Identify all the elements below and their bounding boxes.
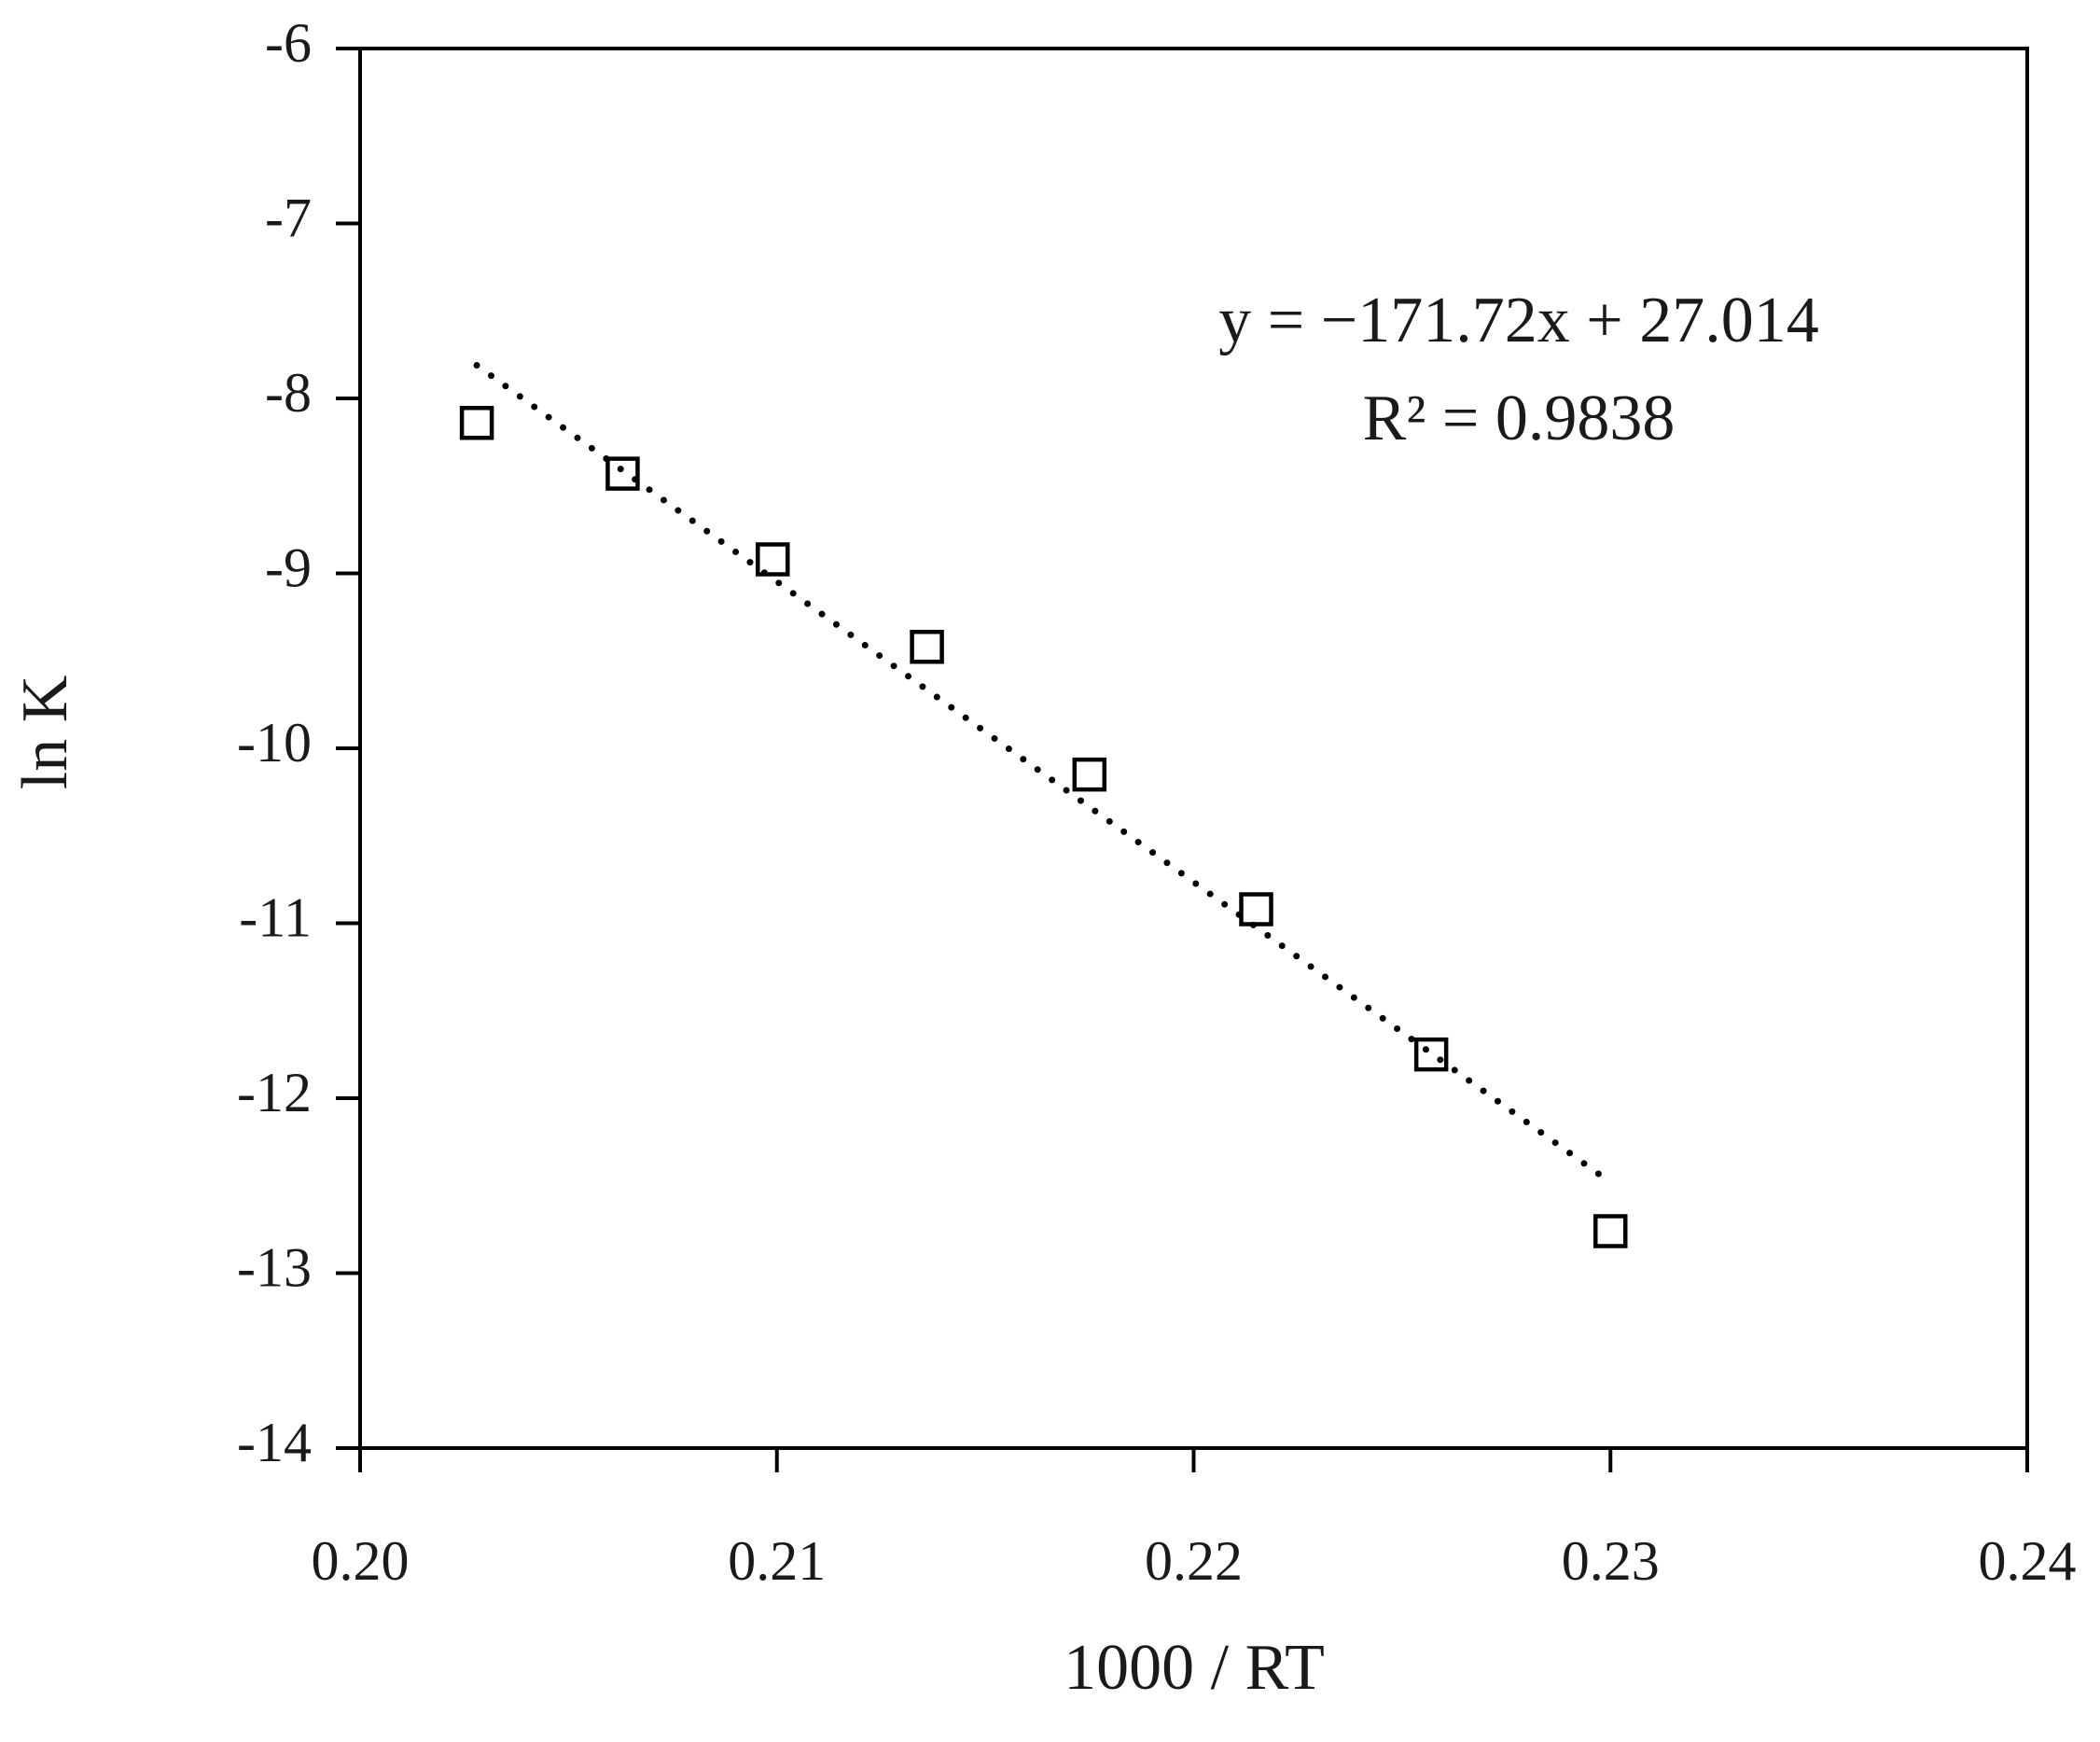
data-point (910, 630, 944, 664)
y-tick-label: -7 (265, 187, 312, 248)
y-tick-label: -6 (265, 12, 312, 74)
data-point (459, 406, 494, 440)
y-tick-label: -11 (239, 886, 312, 948)
trendline (473, 362, 1614, 1186)
x-tick-label: 0.21 (728, 1530, 826, 1592)
data-point (1413, 1037, 1449, 1072)
y-axis-label: ln K (9, 676, 81, 790)
data-point (756, 542, 790, 577)
y-tick-label: -13 (237, 1236, 312, 1298)
data-point (1072, 757, 1107, 792)
y-tick-label: -8 (265, 362, 312, 424)
data-point (1239, 892, 1273, 927)
r-squared: R² = 0.9838 (1363, 383, 1676, 454)
data-point (605, 456, 640, 491)
plot-frame (358, 47, 2029, 1450)
x-tick-label: 0.20 (312, 1530, 410, 1592)
data-point (1593, 1214, 1628, 1248)
y-tick-label: -12 (237, 1062, 312, 1123)
x-tick-label: 0.22 (1145, 1530, 1243, 1592)
y-tick-label: -14 (237, 1412, 312, 1473)
y-tick-label: -9 (265, 537, 312, 598)
trendline-equation: y = −171.72x + 27.014 (1218, 285, 1818, 356)
x-tick-label: 0.23 (1562, 1530, 1660, 1592)
x-tick-label: 0.24 (1979, 1530, 2077, 1592)
y-tick-label: -10 (237, 712, 312, 773)
x-axis-label: 1000 / RT (1064, 1632, 1325, 1704)
